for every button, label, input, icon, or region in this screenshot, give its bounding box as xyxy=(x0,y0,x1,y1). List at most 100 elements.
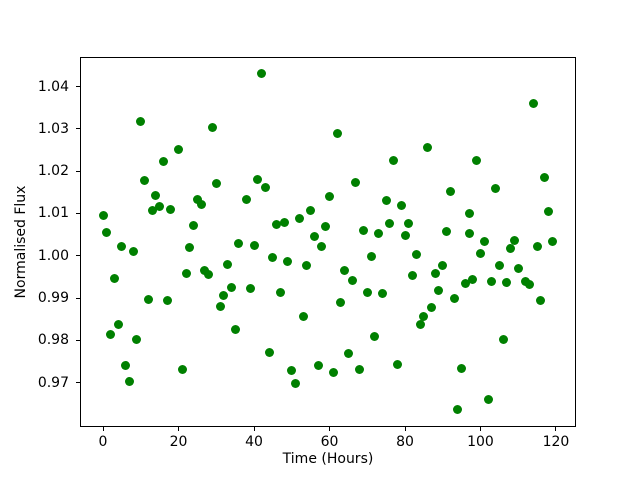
data-point xyxy=(460,279,470,289)
x-tick-label: 0 xyxy=(98,434,108,450)
data-point xyxy=(404,219,414,229)
x-tick-mark xyxy=(479,427,481,431)
x-tick-label: 40 xyxy=(245,434,263,450)
data-point xyxy=(340,265,350,275)
y-tick-label: 1.00 xyxy=(37,247,69,264)
data-point xyxy=(121,360,131,370)
y-tick-label: 0.97 xyxy=(37,374,69,391)
data-point xyxy=(536,295,546,305)
data-point xyxy=(185,243,195,253)
data-point xyxy=(147,206,157,216)
data-point xyxy=(411,249,421,259)
data-point xyxy=(525,279,535,289)
data-point xyxy=(423,143,433,153)
data-point xyxy=(445,186,455,196)
data-point xyxy=(343,348,353,358)
data-point xyxy=(464,208,474,218)
data-point xyxy=(143,294,153,304)
data-point xyxy=(468,275,478,285)
data-point xyxy=(132,334,142,344)
data-point xyxy=(464,228,474,238)
x-tick-mark xyxy=(253,427,255,431)
data-point xyxy=(442,226,452,236)
data-point xyxy=(317,241,327,251)
data-point xyxy=(102,227,112,237)
y-tick-mark xyxy=(76,86,80,88)
data-point xyxy=(475,248,485,258)
data-point xyxy=(249,240,259,250)
x-axis-label: Time (Hours) xyxy=(282,451,374,467)
y-tick-mark xyxy=(76,170,80,172)
data-point xyxy=(389,155,399,165)
data-point xyxy=(106,330,116,340)
data-point xyxy=(264,348,274,358)
data-point xyxy=(272,219,282,229)
data-point xyxy=(298,311,308,321)
data-point xyxy=(434,285,444,295)
data-point xyxy=(540,173,550,182)
data-point xyxy=(528,99,538,108)
data-point xyxy=(351,178,361,188)
data-point xyxy=(438,261,448,271)
data-point xyxy=(189,220,199,230)
data-point xyxy=(472,155,482,165)
data-point xyxy=(374,228,384,238)
x-tick-label: 120 xyxy=(542,434,570,450)
data-point xyxy=(377,289,387,299)
data-point xyxy=(366,251,376,261)
data-point xyxy=(381,195,391,205)
y-tick-label: 0.98 xyxy=(37,332,69,349)
data-point xyxy=(483,395,493,405)
data-point xyxy=(230,324,240,334)
data-point xyxy=(207,123,217,133)
data-point xyxy=(419,311,429,321)
data-point xyxy=(241,194,251,204)
data-point xyxy=(502,277,512,287)
x-tick-mark xyxy=(178,427,180,431)
x-tick-mark xyxy=(404,427,406,431)
data-point xyxy=(124,376,134,386)
x-tick-label: 100 xyxy=(467,434,494,450)
data-point xyxy=(226,282,236,292)
data-point xyxy=(287,366,297,376)
data-point xyxy=(332,128,342,138)
data-point xyxy=(166,204,176,214)
data-point xyxy=(211,178,221,188)
y-tick-mark xyxy=(76,339,80,341)
data-point xyxy=(415,319,425,329)
y-tick-label: 1.02 xyxy=(37,163,69,180)
data-point xyxy=(325,192,334,202)
data-point xyxy=(253,174,263,184)
data-point xyxy=(313,361,323,371)
x-tick-mark xyxy=(329,427,330,431)
data-point xyxy=(430,269,440,278)
data-point xyxy=(196,199,206,209)
data-point xyxy=(113,319,123,329)
data-point xyxy=(509,236,519,246)
x-tick-mark xyxy=(102,427,104,431)
data-point xyxy=(370,332,380,342)
data-point xyxy=(543,207,553,217)
data-point xyxy=(449,293,459,303)
data-point xyxy=(260,183,270,193)
data-point xyxy=(294,214,304,224)
data-point xyxy=(362,287,372,297)
y-tick-label: 0.99 xyxy=(37,290,69,307)
data-point xyxy=(309,232,319,242)
data-point xyxy=(275,288,285,298)
data-point xyxy=(140,176,150,186)
data-point xyxy=(234,238,244,248)
data-point xyxy=(426,302,436,312)
data-point xyxy=(302,261,312,271)
data-point xyxy=(494,260,504,270)
data-point xyxy=(487,276,497,286)
data-point xyxy=(321,222,331,232)
data-point xyxy=(506,243,516,253)
data-point xyxy=(547,236,557,246)
x-tick-label: 60 xyxy=(320,434,339,450)
data-point xyxy=(283,256,293,266)
data-point xyxy=(223,260,233,270)
data-point xyxy=(174,144,184,154)
data-point xyxy=(408,270,418,280)
